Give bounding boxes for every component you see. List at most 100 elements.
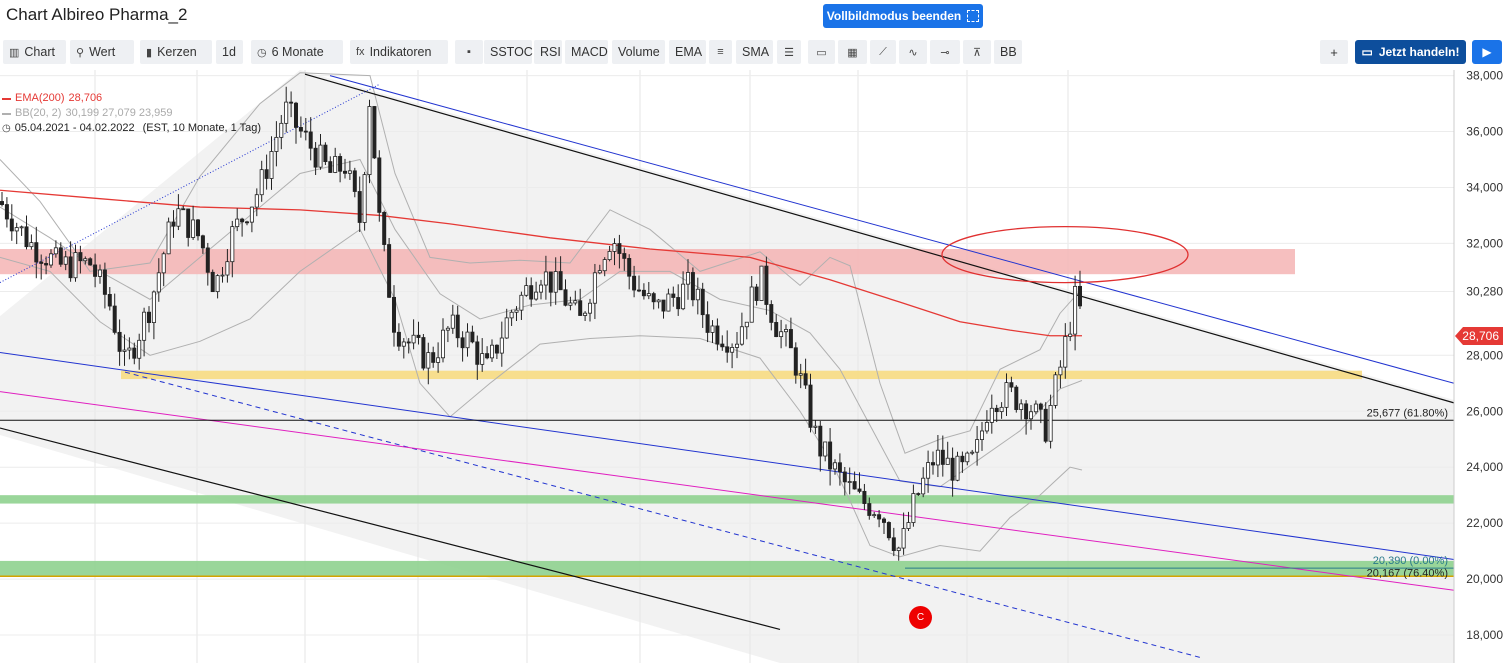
wave-icon: ∿ xyxy=(908,46,918,59)
candle-body xyxy=(313,147,318,168)
trade-now-button[interactable]: ▭ Jetzt handeln! xyxy=(1355,40,1466,64)
toolbar-wave-button[interactable]: ∿ xyxy=(899,40,927,64)
resistance-zone xyxy=(0,249,1295,275)
exit-fullscreen-button[interactable]: Vollbildmodus beenden xyxy=(823,4,983,28)
toolbar-rect-button[interactable]: ▭ xyxy=(808,40,835,64)
candle-body xyxy=(333,156,338,173)
candle-body xyxy=(421,337,426,369)
candle-body xyxy=(475,341,480,365)
toolbar-kerzen-button[interactable]: ▮ Kerzen xyxy=(140,40,212,64)
toolbar-pattern-button[interactable]: ▦ xyxy=(838,40,867,64)
toolbar-ema-settings-button[interactable]: ≡ xyxy=(709,40,732,64)
toolbar-interval-label: 1d xyxy=(222,45,236,59)
candle-body xyxy=(470,331,475,343)
toolbar-period-button[interactable]: ◷ 6 Monate xyxy=(251,40,343,64)
toolbar-sstoc-button[interactable]: SSTOC xyxy=(484,40,533,64)
toolbar-bookmark-button[interactable]: ▪ xyxy=(455,40,483,64)
toolbar-macd-label: MACD xyxy=(571,45,608,59)
candle-body xyxy=(1043,408,1048,442)
trend-lines xyxy=(0,73,1455,658)
toolbar-rsi-button[interactable]: RSI xyxy=(534,40,562,64)
candle-body xyxy=(78,252,83,262)
candle-body xyxy=(58,247,63,265)
candle-body xyxy=(460,337,465,349)
ema-label: EMA(200) xyxy=(15,92,65,104)
candle-body xyxy=(1004,382,1009,408)
candle-body xyxy=(891,537,896,551)
candle-body xyxy=(612,243,617,252)
candle-body xyxy=(328,161,333,173)
support-zone-yellow xyxy=(121,370,1362,380)
candle-body xyxy=(901,528,906,549)
toolbar-sma-button[interactable]: SMA xyxy=(736,40,773,64)
y-tick-label: 24,000 xyxy=(1466,460,1503,474)
candle-body xyxy=(455,314,460,339)
range-label: 05.04.2021 - 04.02.2022 xyxy=(14,122,135,134)
toolbar-indikatoren-button[interactable]: fx Indikatoren xyxy=(350,40,448,64)
chart-title: Chart Albireo Pharma_2 xyxy=(6,5,188,24)
menu-icon: ☰ xyxy=(784,46,794,59)
candle-body xyxy=(774,322,779,338)
wave-marker-c[interactable]: C xyxy=(909,606,932,629)
toolbar-macd-button[interactable]: MACD xyxy=(565,40,608,64)
candle-body xyxy=(931,462,936,466)
candle-body xyxy=(1014,386,1019,410)
toolbar-fib-button[interactable]: ⊼ xyxy=(963,40,991,64)
candle-body xyxy=(720,343,725,348)
toolbar-ema-label: EMA xyxy=(675,45,703,59)
candle-body xyxy=(186,208,191,238)
candle-body xyxy=(171,221,176,227)
candle-body xyxy=(63,256,68,265)
candle-body xyxy=(607,251,612,261)
blue-lower-line xyxy=(0,352,1455,560)
candle-body xyxy=(686,272,691,285)
candle-body xyxy=(195,219,200,237)
candle-body xyxy=(142,311,147,341)
candle-body xyxy=(112,305,117,333)
candle-body xyxy=(494,344,499,354)
candle-body xyxy=(279,122,284,138)
candle-body xyxy=(715,325,720,345)
add-tool-button[interactable]: + xyxy=(1320,40,1348,64)
axis-background xyxy=(1454,70,1512,663)
candle-body xyxy=(793,347,798,376)
candle-body xyxy=(323,144,328,163)
candle-body xyxy=(485,353,490,359)
toolbar-bb-button[interactable]: BB xyxy=(994,40,1022,64)
candle-body xyxy=(230,226,235,263)
toolbar-hline-button[interactable]: ⊸ xyxy=(930,40,960,64)
candle-body xyxy=(965,452,970,463)
candle-body xyxy=(784,329,789,333)
toolbar-hlines-button[interactable]: ☰ xyxy=(777,40,801,64)
pink-line xyxy=(0,391,1455,591)
legend-ema[interactable]: EMA(200) 28,706 xyxy=(2,91,261,106)
legend-range: ◷ 05.04.2021 - 04.02.2022 (EST, 10 Monat… xyxy=(2,121,261,136)
candle-body xyxy=(387,244,392,298)
candle-body xyxy=(34,242,39,263)
toolbar-ema-button[interactable]: EMA xyxy=(669,40,706,64)
next-button[interactable]: ▶ xyxy=(1472,40,1502,64)
candle-body xyxy=(539,284,544,293)
candle-body xyxy=(994,407,999,413)
toolbar-trend-button[interactable]: ⟋ xyxy=(870,40,896,64)
candle-body xyxy=(225,261,230,276)
candle-body xyxy=(823,441,828,457)
candle-body xyxy=(259,169,264,196)
trade-icon: ▭ xyxy=(1361,45,1373,59)
range-detail: (EST, 10 Monate, 1 Tag) xyxy=(142,122,262,134)
candle-body xyxy=(235,218,240,228)
candle-body xyxy=(137,339,142,359)
toolbar-volume-button[interactable]: Volume xyxy=(612,40,665,64)
candle-body xyxy=(436,357,441,363)
candle-body xyxy=(769,304,774,323)
toolbar-interval-button[interactable]: 1d xyxy=(216,40,243,64)
candle-body xyxy=(98,269,103,277)
candle-body xyxy=(681,283,686,310)
toolbar-wert-button[interactable]: ⚲ Wert xyxy=(70,40,134,64)
legend-bb[interactable]: BB(20, 2) 30,199 27,079 23,959 xyxy=(2,106,261,121)
candle-body xyxy=(1053,374,1058,406)
candle-body xyxy=(563,289,568,306)
candle-body xyxy=(342,170,347,174)
toolbar-chart-button[interactable]: ▥ Chart xyxy=(3,40,66,64)
